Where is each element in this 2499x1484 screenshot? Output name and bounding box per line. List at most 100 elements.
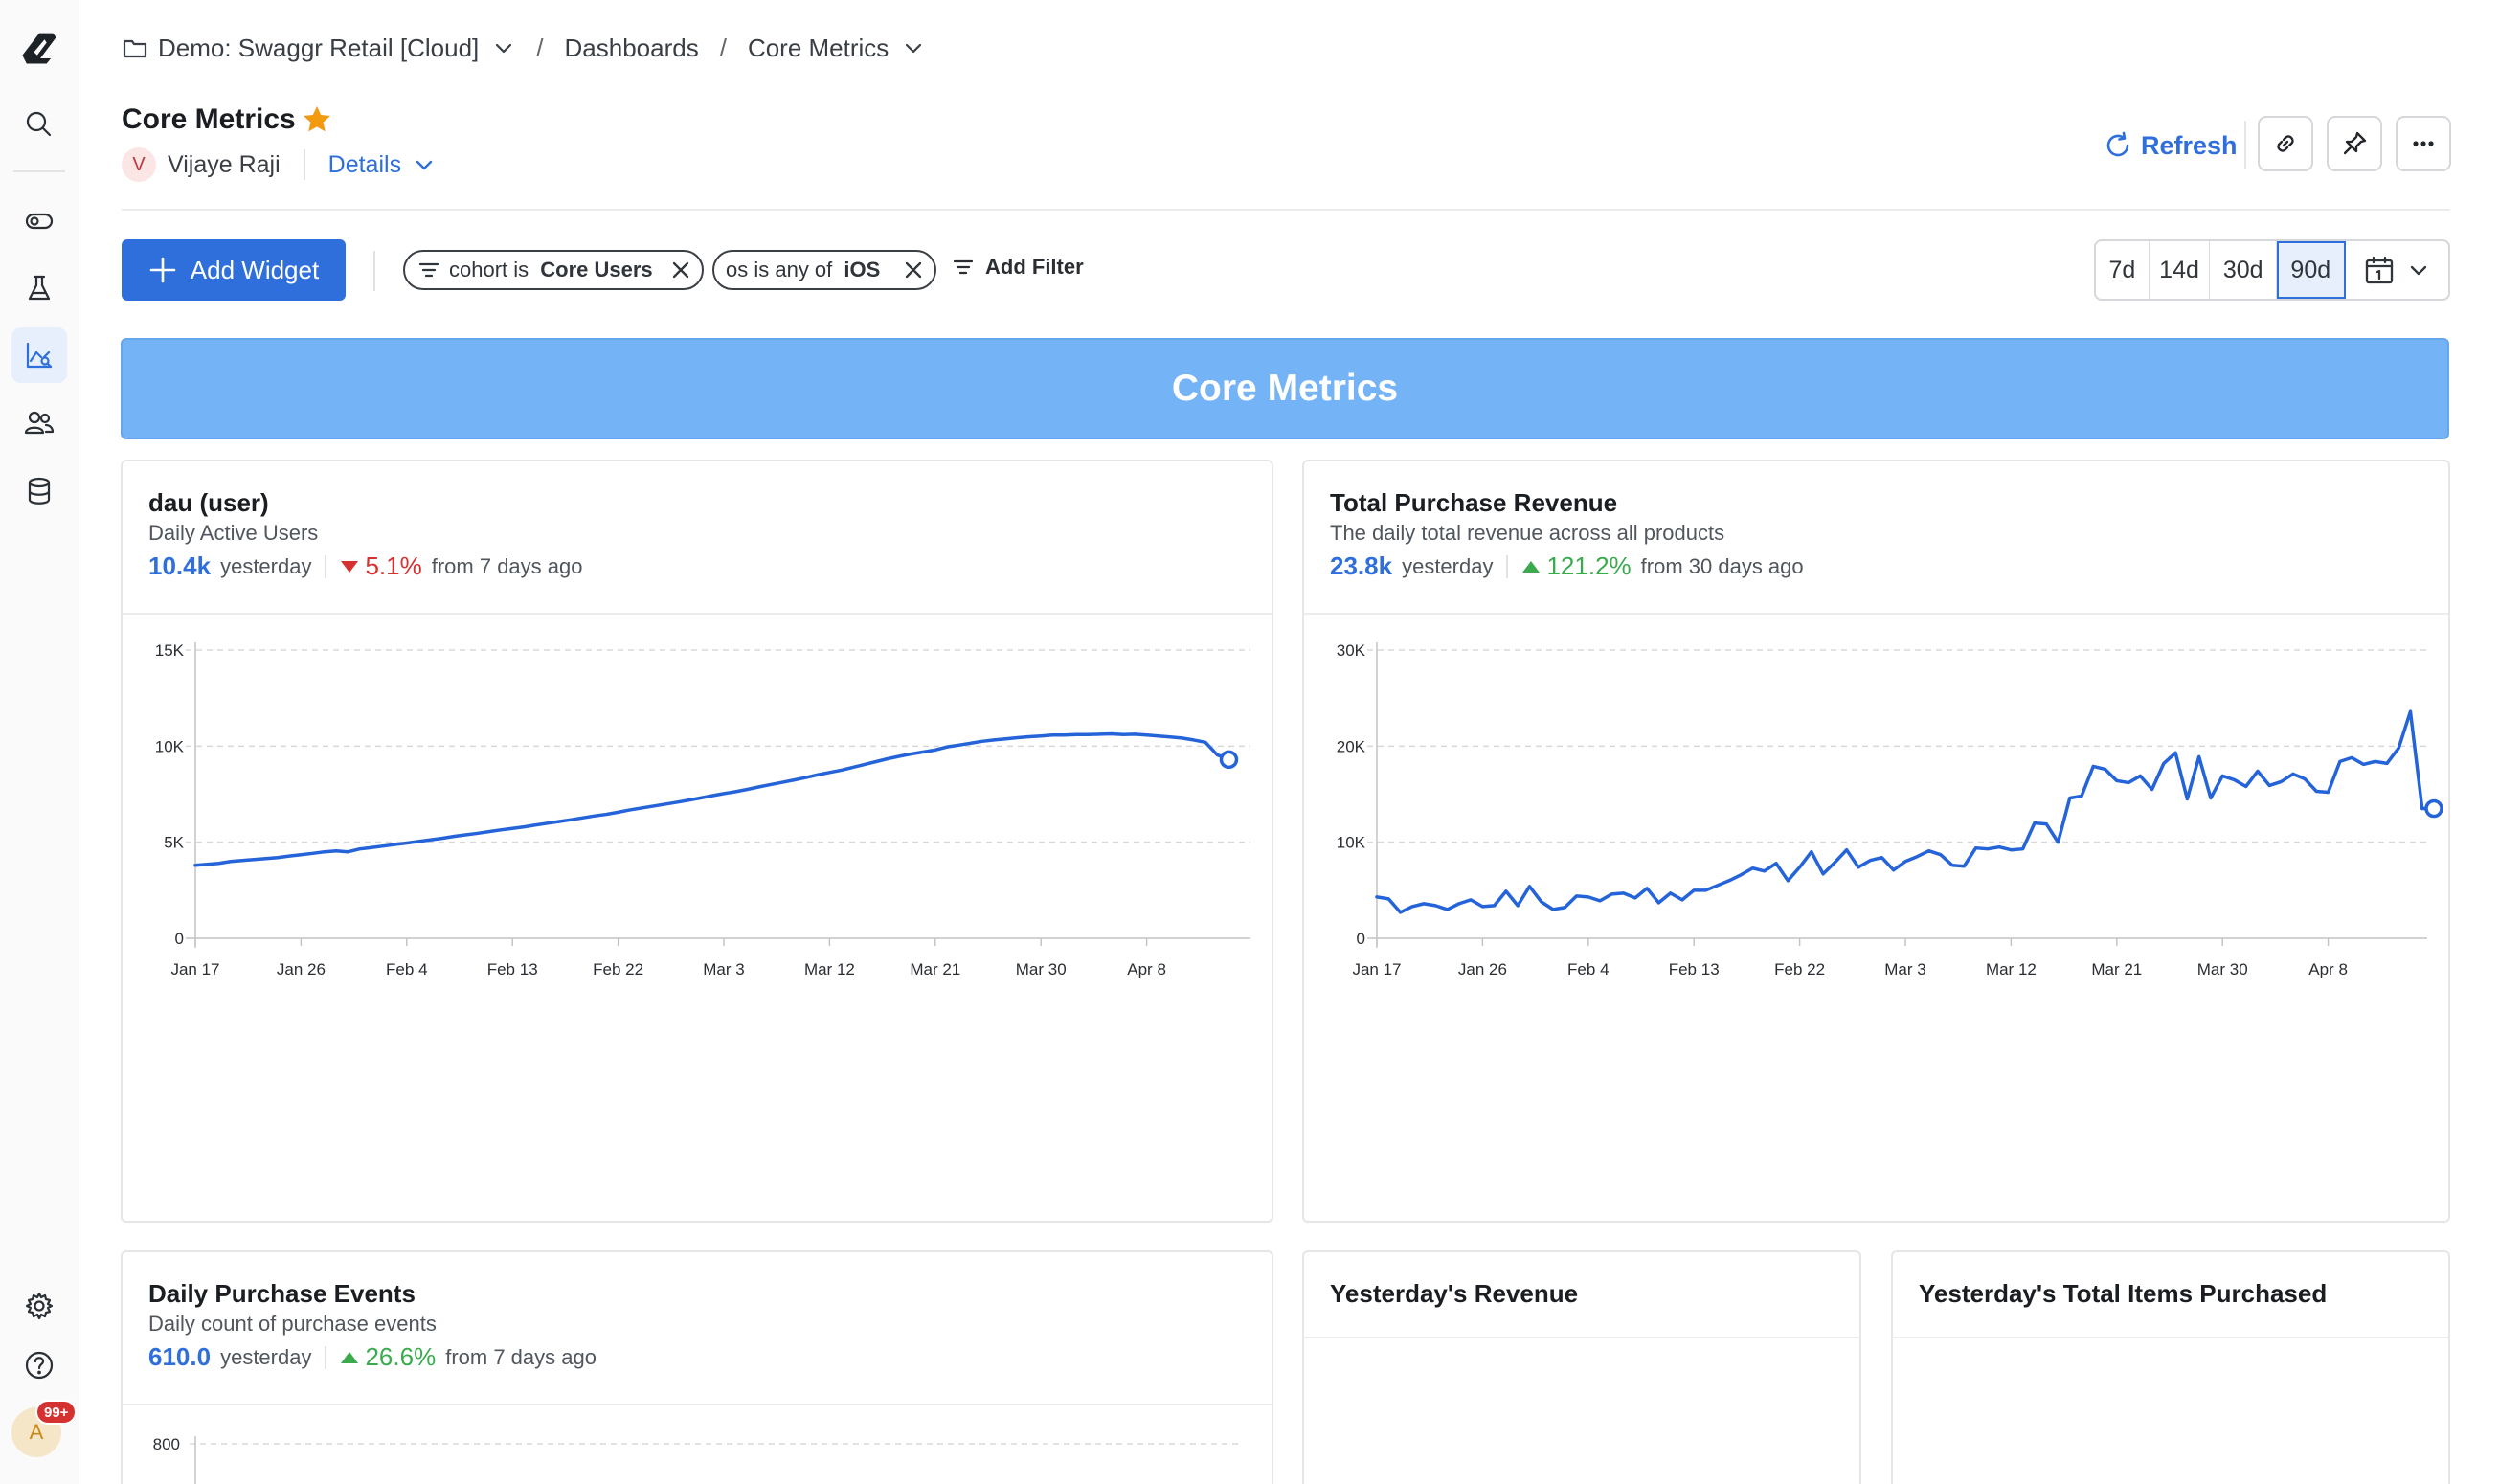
details-dropdown[interactable]: Details bbox=[328, 151, 436, 179]
stat-change-value: 5.1% bbox=[365, 551, 422, 580]
database-icon[interactable] bbox=[11, 463, 67, 519]
star-icon[interactable] bbox=[301, 103, 333, 136]
filter-chip-os[interactable]: os is any of iOS bbox=[712, 250, 936, 290]
yesterday-revenue-card[interactable]: Yesterday's Revenue bbox=[1302, 1250, 1861, 1484]
x-tick-label: Feb 22 bbox=[1774, 960, 1825, 978]
help-icon[interactable] bbox=[11, 1338, 67, 1393]
divider bbox=[1506, 554, 1509, 578]
breadcrumb: Demo: Swaggr Retail [Cloud] / Dashboards… bbox=[122, 27, 925, 69]
more-button[interactable] bbox=[2396, 116, 2451, 171]
filter-chip-value: Core Users bbox=[540, 258, 653, 281]
revenue-chart: 0 10K 20K 30K Jan 17 Jan 26 Feb 4 Feb 13 Feb 22 M… bbox=[1337, 641, 2443, 978]
breadcrumb-dashboards[interactable]: Dashboards bbox=[564, 33, 699, 62]
last-point bbox=[2424, 798, 2443, 819]
toggle-icon[interactable] bbox=[11, 193, 67, 249]
x-tick-label: Feb 13 bbox=[487, 960, 538, 978]
x-tick-label: Mar 30 bbox=[1016, 960, 1067, 978]
stat-change-suffix: from 7 days ago bbox=[431, 553, 583, 578]
copy-link-button[interactable] bbox=[2258, 116, 2313, 171]
notification-badge: 99+ bbox=[35, 1400, 78, 1425]
x-tick-label: Feb 4 bbox=[1567, 960, 1609, 978]
stat-change-value: 26.6% bbox=[365, 1342, 437, 1371]
triangle-up-icon bbox=[341, 1351, 359, 1363]
y-tick-label: 0 bbox=[175, 930, 184, 948]
pin-icon bbox=[2343, 131, 2367, 155]
filter-icon bbox=[418, 262, 439, 278]
stat-change-suffix: from 7 days ago bbox=[445, 1344, 597, 1369]
divider bbox=[303, 149, 305, 180]
dau-chart: 0 5K 10K 15K Jan 17 Jan 26 Feb 4 Feb 13 Feb 22 Ma… bbox=[155, 641, 1250, 978]
gear-icon[interactable] bbox=[11, 1278, 67, 1334]
folder-icon bbox=[123, 39, 147, 58]
series-line bbox=[1375, 709, 2424, 914]
series-line bbox=[193, 731, 1219, 867]
pin-button[interactable] bbox=[2327, 116, 2382, 171]
y-tick-label: 5K bbox=[164, 834, 184, 852]
range-30d[interactable]: 30d bbox=[2210, 241, 2277, 299]
stat-value-suffix: yesterday bbox=[220, 553, 312, 578]
refresh-button[interactable]: Refresh bbox=[2103, 124, 2238, 167]
owner-name[interactable]: Vijaye Raji bbox=[168, 150, 281, 178]
close-icon[interactable] bbox=[669, 259, 692, 281]
chevron-down-icon[interactable] bbox=[902, 36, 925, 59]
x-tick-label: Feb 13 bbox=[1669, 960, 1720, 978]
y-tick-label: 15K bbox=[155, 641, 185, 660]
date-picker-button[interactable] bbox=[2346, 241, 2448, 299]
stat-value: 23.8k bbox=[1330, 551, 1393, 580]
add-filter-label: Add Filter bbox=[985, 255, 1084, 279]
card-title: Yesterday's Revenue bbox=[1330, 1279, 1579, 1308]
logo-icon[interactable] bbox=[11, 20, 67, 76]
add-filter-button[interactable]: Add Filter bbox=[951, 255, 1084, 280]
x-tick-label: Feb 4 bbox=[386, 960, 427, 978]
x-tick-label: Mar 3 bbox=[703, 960, 744, 978]
flask-icon[interactable] bbox=[11, 260, 67, 316]
card-stat: 610.0 yesterday 26.6% from 7 days ago bbox=[148, 1342, 597, 1372]
filter-chip-prefix: os is any of bbox=[726, 258, 839, 281]
search-icon[interactable] bbox=[11, 97, 67, 152]
link-icon bbox=[2277, 135, 2294, 152]
breadcrumb-project[interactable]: Demo: Swaggr Retail [Cloud] bbox=[158, 33, 480, 62]
filter-chip-value: iOS bbox=[844, 258, 881, 281]
card-title: Daily Purchase Events bbox=[148, 1279, 416, 1308]
owner-avatar: V bbox=[122, 147, 156, 182]
card-divider bbox=[1304, 1337, 1859, 1338]
refresh-label: Refresh bbox=[2141, 130, 2238, 160]
stat-value: 10.4k bbox=[148, 551, 212, 580]
revenue-card[interactable]: Total Purchase Revenue The daily total r… bbox=[1302, 460, 2450, 1223]
stat-change: 5.1% bbox=[340, 551, 422, 581]
triangle-up-icon bbox=[1522, 560, 1541, 573]
card-title: Yesterday's Total Items Purchased bbox=[1919, 1279, 2328, 1308]
range-90d[interactable]: 90d bbox=[2276, 241, 2346, 299]
analytics-icon[interactable] bbox=[11, 327, 67, 383]
range-14d[interactable]: 14d bbox=[2150, 241, 2211, 299]
last-point bbox=[1219, 750, 1239, 770]
breadcrumb-current[interactable]: Core Metrics bbox=[747, 33, 889, 62]
x-tick-label: Jan 17 bbox=[1352, 960, 1401, 978]
divider bbox=[325, 1345, 327, 1369]
triangle-down-icon bbox=[341, 560, 359, 573]
card-description: Daily Active Users bbox=[148, 521, 319, 545]
x-tick-label: Apr 8 bbox=[1127, 960, 1166, 978]
filter-icon bbox=[953, 259, 974, 275]
card-description: Daily count of purchase events bbox=[148, 1312, 437, 1336]
stat-change-suffix: from 30 days ago bbox=[1640, 553, 1804, 578]
y-tick-label: 10K bbox=[155, 737, 185, 755]
x-tick-label: Mar 3 bbox=[1884, 960, 1925, 978]
divider bbox=[325, 554, 327, 578]
dau-card[interactable]: dau (user) Daily Active Users 10.4k yest… bbox=[121, 460, 1273, 1223]
range-7d[interactable]: 7d bbox=[2096, 241, 2150, 299]
dashboard-banner: Core Metrics bbox=[121, 338, 2449, 439]
close-icon[interactable] bbox=[902, 259, 925, 281]
y-tick-label: 30K bbox=[1337, 641, 1366, 660]
card-divider bbox=[1304, 613, 2448, 615]
filter-chip-cohort[interactable]: cohort is Core Users bbox=[403, 250, 704, 290]
chevron-down-icon[interactable] bbox=[492, 36, 515, 59]
sidebar: A 99+ bbox=[0, 0, 79, 1484]
purchase-events-card[interactable]: Daily Purchase Events Daily count of pur… bbox=[121, 1250, 1273, 1484]
y-tick-label: 0 bbox=[1357, 930, 1365, 948]
add-widget-label: Add Widget bbox=[190, 255, 320, 284]
users-icon[interactable] bbox=[11, 395, 67, 451]
add-widget-button[interactable]: Add Widget bbox=[122, 239, 346, 301]
yesterday-items-card[interactable]: Yesterday's Total Items Purchased bbox=[1891, 1250, 2450, 1484]
more-icon bbox=[2413, 141, 2434, 146]
